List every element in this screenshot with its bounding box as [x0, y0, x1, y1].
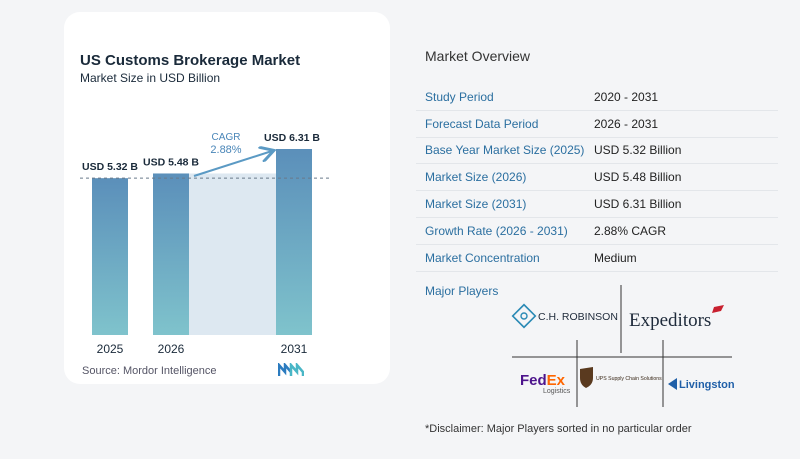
x-tick-label: 2026 — [158, 342, 185, 356]
overview-row-value: 2026 - 2031 — [594, 116, 659, 131]
livingston-logo-text: Livingston — [679, 379, 735, 391]
mordor-logo-icon — [278, 363, 304, 376]
fedex-logistics-text: Logistics — [543, 388, 571, 395]
bar-data-label: USD 5.48 B — [143, 156, 199, 168]
overview-row-label: Growth Rate (2026 - 2031) — [425, 223, 568, 238]
chr-logo-text: C.H. ROBINSON — [538, 311, 618, 323]
overview-row-label: Market Size (2026) — [425, 170, 527, 185]
overview-row: Market Concentration Medium — [416, 245, 778, 272]
overview-row: Forecast Data Period 2026 - 2031 — [416, 111, 778, 138]
bar-chart: USD 5.32 B USD 5.48 B USD 6.31 B 2025 2026 20… — [80, 132, 332, 356]
ups-logo-text: UPS Supply Chain Solutions — [596, 376, 662, 382]
fedex-fed: Fed — [520, 372, 547, 389]
chart-card: USD 5.32 B USD 5.48 B USD 6.31 B 2025 2026 20… — [64, 12, 390, 384]
players-logo-grid: C.H. ROBINSON Expeditors FedEx Logistics… — [511, 285, 735, 407]
bar-2031 — [276, 149, 312, 335]
ups-shield-icon — [580, 367, 593, 388]
overview-table: Study Period 2020 - 2031 Forecast Data Per… — [416, 84, 778, 272]
overview-title: Market Overview — [425, 48, 531, 64]
cagr-value: 2.88% — [210, 144, 241, 156]
fedex-logo-text: FedEx — [520, 372, 566, 389]
bar-2026 — [153, 173, 189, 335]
chr-logo-icon — [511, 303, 537, 329]
overview-row-value: USD 6.31 Billion — [594, 197, 682, 212]
bar-2025 — [92, 178, 128, 335]
bar-data-label: USD 6.31 B — [264, 132, 320, 144]
fedex-ex: Ex — [547, 372, 566, 389]
overview-row-label: Base Year Market Size (2025) — [425, 143, 585, 158]
overview-row: Market Size (2026) USD 5.48 Billion — [416, 164, 778, 192]
livingston-arrow-icon — [668, 378, 677, 390]
cagr-arrow-icon — [193, 151, 272, 177]
overview-row-value: USD 5.48 Billion — [594, 170, 682, 185]
overview-row-value: USD 5.32 Billion — [594, 143, 682, 158]
x-tick-label: 2031 — [281, 342, 308, 356]
x-tick-label: 2025 — [97, 342, 124, 356]
overview-row-value: 2.88% CAGR — [594, 223, 667, 238]
expeditors-logo-text: Expeditors — [629, 310, 711, 331]
overview-row-label: Market Concentration — [425, 250, 540, 265]
cagr-label: CAGR — [212, 132, 241, 143]
overview-row: Study Period 2020 - 2031 — [416, 84, 778, 111]
overview-row-label: Market Size (2031) — [425, 197, 527, 212]
overview-row-label: Study Period — [425, 89, 494, 104]
expeditors-flag-icon — [712, 305, 724, 313]
growth-band — [189, 173, 276, 335]
overview-row-value: 2020 - 2031 — [594, 89, 659, 104]
source-text: Source: Mordor Intelligence — [82, 365, 217, 377]
overview-row: Growth Rate (2026 - 2031) 2.88% CAGR — [416, 218, 778, 245]
bar-data-label: USD 5.32 B — [82, 161, 138, 173]
overview-row: Market Size (2031) USD 6.31 Billion — [416, 191, 778, 218]
disclaimer-text: *Disclaimer: Major Players sorted in no … — [425, 423, 692, 435]
overview-row-value: Medium — [594, 250, 637, 265]
overview-row: Base Year Market Size (2025) USD 5.32 Bil… — [416, 138, 778, 165]
chart-subtitle: Market Size in USD Billion — [80, 71, 221, 85]
players-title: Major Players — [425, 284, 499, 298]
overview-row-label: Forecast Data Period — [425, 116, 539, 131]
chart-title: US Customs Brokerage Market — [80, 52, 301, 69]
